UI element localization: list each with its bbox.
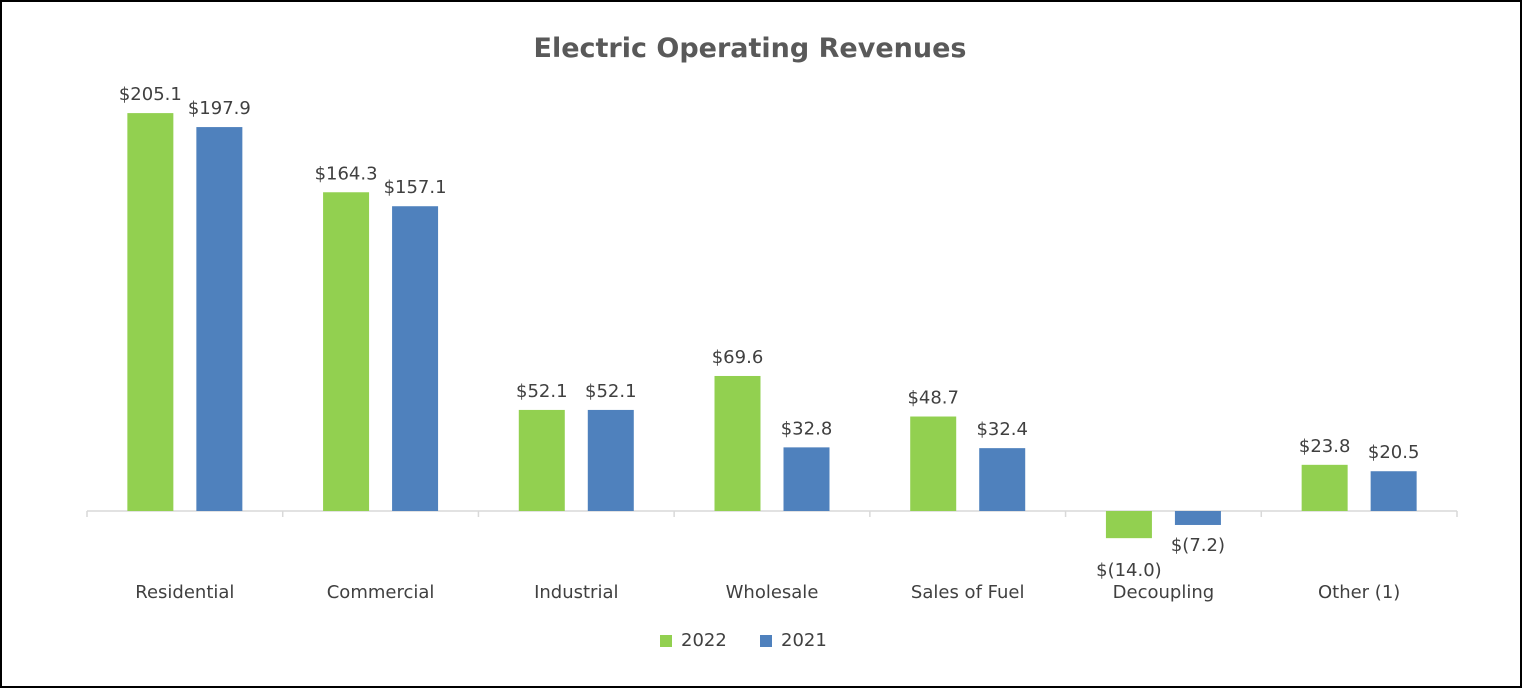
- bar-2022-0: [127, 113, 174, 511]
- bar-2022-4: [910, 416, 957, 511]
- plot-area: $205.1 $197.9 Residential $164.3 $157.1 Comme…: [86, 84, 1458, 603]
- legend-swatch-2022: [660, 635, 672, 647]
- data-label: $23.8: [1299, 436, 1351, 457]
- bar-2022-1: [323, 192, 370, 511]
- bar-2021-2: [587, 409, 634, 511]
- bar-2022-6: [1301, 464, 1348, 511]
- legend: 2022 2021: [660, 630, 827, 651]
- bar-2021-3: [783, 447, 830, 511]
- category-label: Industrial: [534, 582, 618, 603]
- data-label: $52.1: [516, 381, 568, 402]
- bar-2022-3: [714, 375, 761, 511]
- data-label: $20.5: [1368, 442, 1420, 463]
- data-label: $(14.0): [1096, 560, 1162, 581]
- category-label: Decoupling: [1113, 582, 1215, 603]
- legend-label: 2021: [781, 630, 827, 651]
- data-label: $52.1: [585, 381, 637, 402]
- bar-2021-4: [979, 448, 1026, 511]
- bar-2021-1: [392, 206, 439, 511]
- legend-label: 2022: [681, 630, 727, 651]
- data-label: $32.8: [781, 418, 833, 439]
- bar-2021-0: [196, 127, 243, 511]
- bar-2022-5: [1105, 511, 1152, 539]
- data-label: $197.9: [188, 98, 251, 119]
- data-label: $69.6: [712, 347, 764, 368]
- category-label: Residential: [135, 582, 234, 603]
- legend-swatch-2021: [760, 635, 772, 647]
- data-label: $205.1: [119, 84, 182, 105]
- category-label: Commercial: [327, 582, 435, 603]
- bar-2022-2: [518, 409, 565, 511]
- data-label: $(7.2): [1171, 535, 1225, 556]
- category-label: Other (1): [1318, 582, 1400, 603]
- data-label: $157.1: [384, 177, 447, 198]
- chart-title: Electric Operating Revenues: [534, 33, 967, 64]
- category-label: Wholesale: [726, 582, 819, 603]
- bar-2021-5: [1174, 511, 1221, 525]
- category-label: Sales of Fuel: [911, 582, 1025, 603]
- data-label: $32.4: [976, 419, 1028, 440]
- bar-2021-6: [1370, 471, 1417, 511]
- data-label: $48.7: [907, 388, 959, 409]
- data-label: $164.3: [315, 163, 378, 184]
